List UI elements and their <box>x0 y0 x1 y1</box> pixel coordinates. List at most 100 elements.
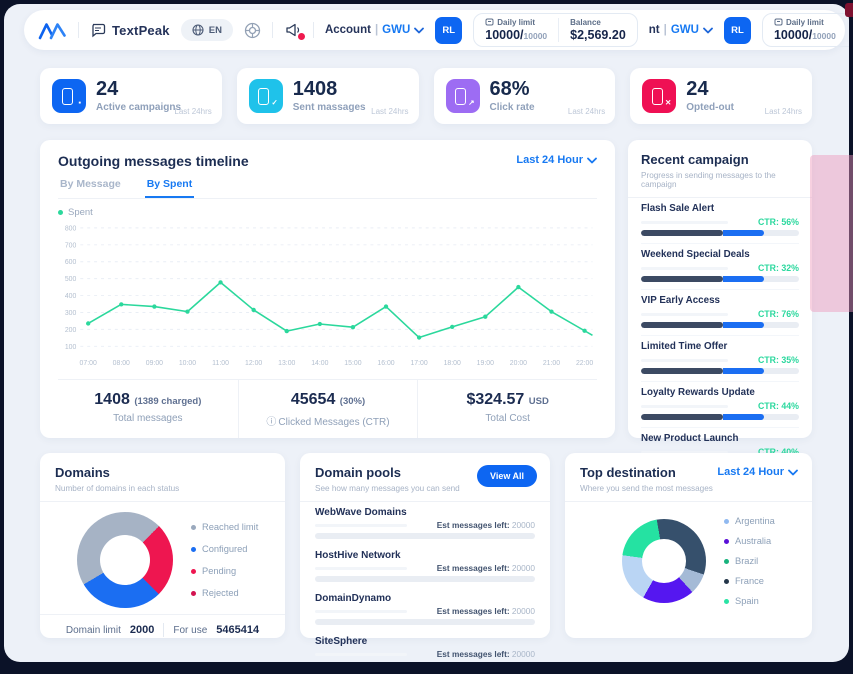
progress-sent-segment <box>641 276 724 282</box>
corner-accent <box>845 3 853 17</box>
top-destination-title: Top destination <box>580 465 676 480</box>
chart-footer-stat: 1408 (1389 charged) ⓘTotal messages <box>58 380 238 438</box>
destination-legend: Argentina Australia Brazil France Spain <box>724 516 775 606</box>
daily-limit-label: Daily limit <box>497 18 536 27</box>
svg-text:20:00: 20:00 <box>510 360 527 367</box>
legend-label: Rejected <box>202 588 239 598</box>
legend-dot <box>191 568 196 574</box>
stat-value: 24 <box>686 78 709 100</box>
pool-left-value: 20000 <box>511 563 535 573</box>
legend-dot <box>724 558 729 564</box>
svg-text:300: 300 <box>65 310 77 317</box>
stat-label: Click rate <box>489 102 535 113</box>
svg-text:11:00: 11:00 <box>212 360 229 367</box>
legend-dot <box>191 546 196 552</box>
account-dropdown-duplicate[interactable]: nt | GWU <box>649 24 713 36</box>
stat-card: ↗ 68% Click rate Last 24hrs <box>433 68 616 124</box>
chevron-down-icon <box>414 27 425 34</box>
balance-cell: Balance $2,569.20 <box>558 18 637 42</box>
campaign-skeleton-bar <box>641 358 728 362</box>
campaign-skeleton-bar <box>641 266 728 270</box>
view-all-button[interactable]: View All <box>476 465 537 487</box>
language-selector[interactable]: EN <box>180 19 233 41</box>
stat-label: Active campaigns <box>96 102 182 113</box>
campaign-skeleton-bar <box>641 220 728 224</box>
brand[interactable]: TextPeak <box>90 22 170 38</box>
legend-label: Pending <box>202 566 237 576</box>
stat-value: 24 <box>96 78 119 100</box>
svg-text:10:00: 10:00 <box>179 360 196 367</box>
pool-skeleton-bar <box>315 523 408 527</box>
legend-dot <box>191 524 196 530</box>
pool-skeleton-bar <box>315 652 408 656</box>
svg-text:700: 700 <box>65 242 77 249</box>
legend-label: Configured <box>202 544 248 554</box>
domains-legend: Reached limit Configured Pending Rejecte… <box>191 522 258 598</box>
phone-share-icon: ↗ <box>468 98 475 107</box>
phone-icon <box>258 87 270 105</box>
announcements-button[interactable] <box>284 21 306 41</box>
legend-dot <box>724 518 729 524</box>
legend-label: Argentina <box>735 516 775 526</box>
stat-card: ✓ 1408 Sent massages Last 24hrs <box>236 68 419 124</box>
account-org: GWU <box>382 24 411 36</box>
domains-subtitle: Number of domains in each status <box>55 484 180 493</box>
support-button[interactable] <box>244 22 261 39</box>
svg-text:22:00: 22:00 <box>576 360 593 367</box>
footer-stat-note: USD <box>528 396 549 407</box>
progress-sent-segment <box>641 368 724 374</box>
progress-active-segment <box>723 322 765 328</box>
pool-left-label: Est messages left: <box>436 563 510 573</box>
campaign-name: Flash Sale Alert <box>641 203 715 214</box>
tab-by-message[interactable]: By Message <box>58 178 123 198</box>
domains-footer: Domain limit 2000 For use 5465414 <box>40 614 285 637</box>
timeline-range-dropdown[interactable]: Last 24 Hour <box>516 154 597 166</box>
pool-item: DomainDynamo Est messages left: 20000 <box>315 588 535 631</box>
outgoing-messages-card: Outgoing messages timeline Last 24 Hour … <box>40 140 615 438</box>
legend-item: Argentina <box>724 516 775 526</box>
user-initials-badge-duplicate[interactable]: RL <box>723 16 751 44</box>
daily-limit-icon <box>485 18 494 27</box>
svg-text:07:00: 07:00 <box>80 360 97 367</box>
phone-icon <box>455 87 466 105</box>
stat-label: Sent massages <box>292 102 366 113</box>
stat-value: 1408 <box>292 78 338 100</box>
pink-overlay-bar <box>810 155 853 312</box>
stat-icon: ↗ <box>445 79 480 113</box>
campaign-progress-bar <box>641 276 799 282</box>
stat-card: ✕ 24 Opted-out Last 24hrs <box>630 68 812 124</box>
campaign-name: Limited Time Offer <box>641 341 728 352</box>
campaign-phone-icon: ▪ <box>78 98 81 107</box>
pool-name: SiteSphere <box>315 636 368 647</box>
legend-item: Reached limit <box>191 522 258 532</box>
destination-range-dropdown[interactable]: Last 24 Hour <box>717 466 798 478</box>
top-destination-subtitle: Where you send the most messages <box>580 484 713 493</box>
campaign-progress-bar <box>641 414 799 420</box>
info-icon[interactable]: ⓘ <box>266 417 277 428</box>
tab-by-spent[interactable]: By Spent <box>144 178 195 198</box>
chevron-down-icon <box>703 27 713 34</box>
stat-period: Last 24hrs <box>567 107 606 116</box>
pool-left-label: Est messages left: <box>436 606 510 616</box>
svg-text:500: 500 <box>65 276 77 283</box>
campaign-ctr: CTR: 32% <box>757 263 799 273</box>
stat-icon: ✕ <box>642 79 677 113</box>
svg-text:800: 800 <box>65 225 77 232</box>
footer-stat-label: Total messages <box>113 413 183 424</box>
campaign-ctr: CTR: 40% <box>757 447 799 457</box>
progress-active-segment <box>723 368 765 374</box>
pool-list: WebWave Domains Est messages left: 20000… <box>315 502 535 662</box>
domains-donut-chart <box>77 512 173 608</box>
stat-period: Last 24hrs <box>371 107 409 116</box>
notification-badge <box>296 32 306 41</box>
textpeak-logo-icon[interactable] <box>38 21 67 40</box>
domain-pools-title: Domain pools <box>315 465 401 480</box>
progress-sent-segment <box>641 322 724 328</box>
divider <box>78 22 79 38</box>
chart-footer-stats: 1408 (1389 charged) ⓘTotal messages 4565… <box>58 379 597 438</box>
account-dropdown[interactable]: Account | GWU <box>325 24 425 36</box>
lifebuoy-icon <box>244 22 261 39</box>
divider <box>312 22 314 38</box>
user-initials-badge[interactable]: RL <box>435 16 463 44</box>
progress-active-segment <box>723 276 765 282</box>
